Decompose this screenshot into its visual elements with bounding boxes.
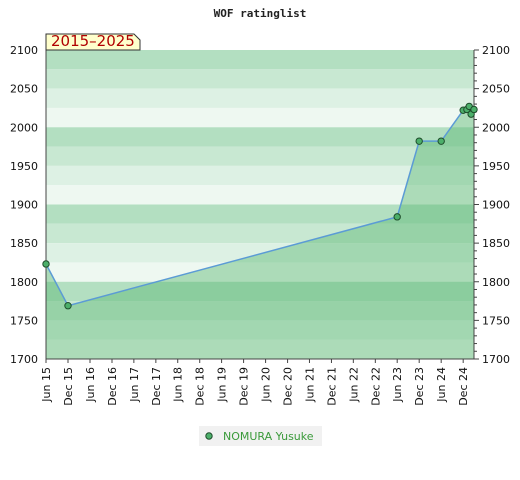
x-tick-label: Jun 21 bbox=[303, 367, 316, 403]
data-point bbox=[42, 260, 50, 268]
y-tick-label-right: 2050 bbox=[482, 83, 510, 96]
x-tick-label: Jun 20 bbox=[260, 367, 273, 403]
x-tick-label: Dec 18 bbox=[194, 367, 207, 406]
x-tick-label: Dec 16 bbox=[106, 367, 119, 406]
y-tick-label-left: 2000 bbox=[10, 121, 38, 134]
band bbox=[46, 146, 474, 166]
data-point bbox=[470, 105, 478, 114]
y-tick-label-right: 1950 bbox=[482, 160, 510, 173]
data-point bbox=[437, 137, 445, 145]
period-badge-text: 2015–2025 bbox=[51, 32, 135, 50]
series-area bbox=[46, 106, 474, 359]
x-tick-label: Dec 22 bbox=[369, 367, 382, 406]
x-tick-label: Jun 16 bbox=[84, 367, 97, 403]
band bbox=[46, 107, 474, 128]
area-fill bbox=[46, 106, 474, 359]
x-tick-label: Dec 17 bbox=[150, 367, 163, 406]
legend: NOMURA Yusuke bbox=[199, 426, 322, 446]
y-tick-label-right: 2000 bbox=[482, 121, 510, 134]
y-tick-label-right: 1900 bbox=[482, 199, 510, 212]
y-tick-label-left: 1850 bbox=[10, 237, 38, 250]
band bbox=[46, 165, 474, 186]
x-tick-label: Dec 15 bbox=[62, 367, 75, 406]
y-tick-label-left: 1900 bbox=[10, 199, 38, 212]
axes: 1700 1700 1750 1750 1800 1800 1850 1850 1900 1900… bbox=[10, 44, 510, 406]
x-tick-label: Dec 24 bbox=[457, 367, 470, 406]
band bbox=[46, 127, 474, 147]
band bbox=[46, 262, 474, 282]
band bbox=[46, 69, 474, 89]
legend-label: NOMURA Yusuke bbox=[223, 430, 314, 443]
background-bands bbox=[46, 50, 474, 359]
x-tick-label: Jun 22 bbox=[347, 367, 360, 403]
series-marks bbox=[42, 102, 478, 310]
period-badge-box bbox=[45, 33, 141, 51]
data-point bbox=[64, 301, 72, 310]
y-tick-label-left: 1750 bbox=[10, 314, 38, 327]
x-tick-label: Jun 18 bbox=[172, 367, 185, 403]
band bbox=[46, 301, 474, 321]
band bbox=[46, 223, 474, 244]
y-tick-label-right: 1700 bbox=[482, 353, 510, 366]
band bbox=[46, 50, 474, 70]
band bbox=[46, 88, 474, 108]
band bbox=[46, 185, 474, 205]
y-tick-label-left: 1700 bbox=[10, 353, 38, 366]
y-tick-label-left: 2050 bbox=[10, 83, 38, 96]
band bbox=[46, 339, 474, 359]
y-tick-label-right: 1750 bbox=[482, 314, 510, 327]
band bbox=[46, 281, 474, 302]
x-tick-label: Jun 17 bbox=[128, 367, 141, 403]
data-point bbox=[415, 137, 423, 145]
x-tick-label: Jun 15 bbox=[40, 367, 53, 403]
x-tick-label: Jun 19 bbox=[216, 367, 229, 403]
y-tick-label-left: 1950 bbox=[10, 160, 38, 173]
x-tick-label: Jun 24 bbox=[435, 367, 448, 403]
legend-marker bbox=[205, 432, 213, 440]
band bbox=[46, 204, 474, 224]
y-tick-label-left: 1800 bbox=[10, 276, 38, 289]
x-tick-label: Dec 21 bbox=[325, 367, 338, 406]
y-tick-label-right: 1800 bbox=[482, 276, 510, 289]
period-badge: 2015–2025 bbox=[45, 32, 141, 51]
legend-box bbox=[199, 426, 322, 446]
x-tick-label: Dec 20 bbox=[282, 367, 295, 406]
x-tick-label: Dec 23 bbox=[413, 367, 426, 406]
band bbox=[46, 320, 474, 340]
y-tick-label-left: 2100 bbox=[10, 44, 38, 57]
band bbox=[46, 243, 474, 263]
y-tick-label-right: 2100 bbox=[482, 44, 510, 57]
chart-title: WOF ratinglist bbox=[214, 7, 307, 20]
x-tick-label: Jun 23 bbox=[391, 367, 404, 403]
x-tick-label: Dec 19 bbox=[238, 367, 251, 406]
data-point bbox=[393, 213, 401, 221]
y-tick-label-right: 1850 bbox=[482, 237, 510, 250]
